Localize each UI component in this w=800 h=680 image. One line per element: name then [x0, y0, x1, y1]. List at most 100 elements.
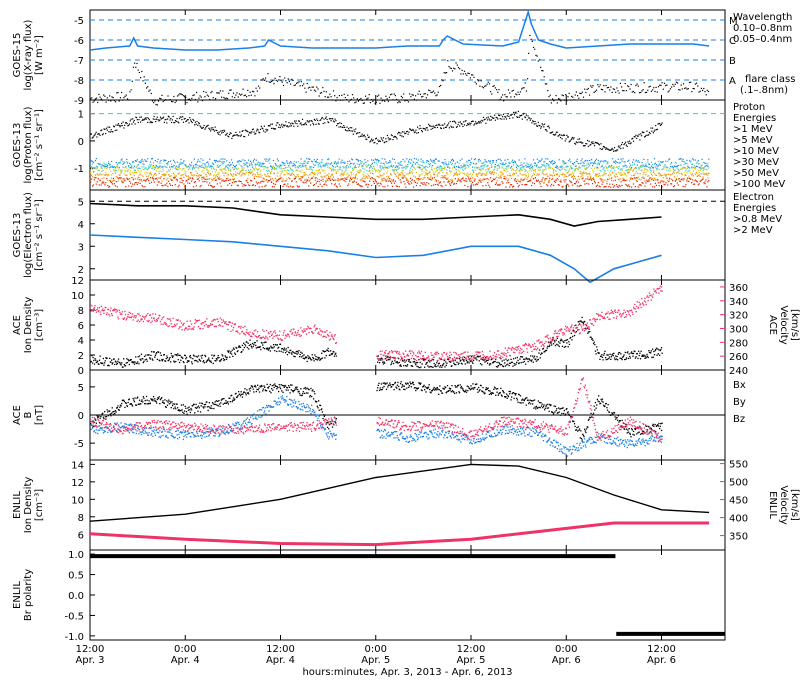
- series-proton-point: [355, 167, 357, 169]
- series-xray-short-point: [301, 85, 304, 87]
- series-proton-point: [238, 180, 240, 182]
- series-proton-point: [527, 171, 529, 173]
- series-proton-point: [667, 184, 669, 186]
- series-xray-short-point: [100, 98, 102, 100]
- series-proton-point: [350, 166, 352, 168]
- series-proton-point: [416, 161, 418, 163]
- series-proton-point: [382, 162, 384, 164]
- series-xray-short-point: [498, 89, 500, 91]
- density-point: [185, 356, 188, 359]
- series-proton-point: [380, 169, 382, 171]
- series-proton-point: [109, 179, 111, 181]
- series-proton-point: [535, 180, 537, 183]
- series-proton-point: [400, 160, 402, 163]
- series-proton-point: [282, 178, 284, 180]
- series-proton-1mev-point: [375, 138, 377, 140]
- series-proton-point: [156, 165, 158, 168]
- series-proton-point: [549, 177, 551, 179]
- series-proton-1mev-point: [577, 138, 579, 140]
- series-proton-point: [371, 162, 374, 165]
- series-proton-1mev-point: [448, 122, 450, 124]
- series-proton-point: [380, 175, 382, 177]
- series-xray-short-point: [430, 91, 432, 94]
- series-proton-point: [135, 171, 137, 174]
- series-proton-point: [301, 177, 303, 179]
- series-proton-point: [470, 173, 472, 175]
- series-proton-point: [637, 167, 639, 169]
- density-point: [272, 347, 274, 349]
- series-proton-point: [684, 167, 686, 169]
- series-proton-point: [223, 161, 225, 164]
- series-proton-point: [140, 161, 142, 163]
- series-proton-1mev-point: [155, 118, 158, 120]
- series-xray-short-point: [391, 93, 393, 95]
- series-proton-point: [704, 181, 706, 183]
- series-proton-point: [540, 185, 542, 188]
- series-proton-1mev-point: [653, 130, 655, 132]
- series-proton-point: [594, 175, 596, 177]
- series-proton-point: [617, 167, 619, 170]
- series-proton-point: [349, 174, 351, 176]
- series-proton-point: [620, 174, 622, 176]
- series-proton-1mev-point: [191, 121, 193, 124]
- series-proton-point: [439, 165, 441, 167]
- density-point: [227, 350, 229, 352]
- series-proton-point: [184, 173, 186, 175]
- series-xray-short-point: [294, 84, 296, 86]
- series-proton-1mev-point: [422, 127, 424, 129]
- series-xray-short-point: [451, 70, 454, 72]
- series-proton-1mev-point: [203, 124, 205, 127]
- series-xray-short-point: [529, 34, 531, 37]
- series-proton-point: [702, 167, 704, 169]
- series-proton-1mev-point: [472, 120, 474, 122]
- series-proton-point: [109, 185, 111, 188]
- density-point: [208, 357, 210, 359]
- series-proton-1mev-point: [91, 137, 93, 139]
- series-proton-point: [122, 160, 124, 162]
- density-point: [277, 347, 279, 349]
- series-xray-short-point: [702, 89, 704, 91]
- series-xray-short-point: [572, 96, 574, 98]
- series-proton-point: [505, 170, 507, 172]
- series-proton-point: [574, 165, 576, 167]
- series-proton-point: [126, 177, 128, 179]
- series-proton-1mev-point: [641, 131, 643, 133]
- series-proton-point: [520, 162, 522, 164]
- series-proton-point: [117, 180, 119, 182]
- series-proton-point: [469, 180, 471, 182]
- series-xray-short-point: [136, 62, 138, 65]
- series-proton-point: [288, 177, 290, 179]
- series-proton-point: [100, 166, 102, 168]
- series-xray-short-point: [667, 91, 669, 93]
- density-point: [261, 342, 263, 344]
- density-point: [280, 350, 282, 353]
- series-proton-point: [669, 177, 671, 179]
- series-proton-1mev-point: [109, 131, 111, 133]
- series-proton-point: [143, 179, 145, 181]
- series-proton-point: [432, 161, 435, 163]
- series-proton-1mev-point: [521, 118, 523, 120]
- series-proton-point: [650, 172, 652, 174]
- series-proton-point: [489, 186, 491, 188]
- series-xray-short-point: [393, 93, 395, 95]
- series-proton-point: [354, 164, 356, 167]
- series-proton-point: [347, 163, 349, 165]
- density-point: [267, 347, 269, 349]
- series-proton-point: [420, 158, 422, 160]
- series-proton-point: [95, 165, 97, 167]
- series-proton-1mev-point: [377, 139, 379, 141]
- series-proton-point: [223, 168, 225, 170]
- density-point: [145, 358, 148, 360]
- series-proton-1mev-point: [208, 127, 210, 129]
- series-xray-short-point: [347, 94, 349, 96]
- series-proton-point: [681, 167, 683, 169]
- series-xray-short-point: [271, 80, 273, 83]
- series-xray-short-point: [435, 95, 437, 97]
- series-proton-point: [474, 179, 476, 181]
- series-xray-short-point: [707, 90, 710, 93]
- series-proton-point: [375, 159, 377, 161]
- series-proton-point: [333, 163, 335, 165]
- series-xray-short-point: [565, 94, 567, 96]
- series-proton-point: [597, 159, 599, 161]
- series-proton-point: [136, 159, 138, 161]
